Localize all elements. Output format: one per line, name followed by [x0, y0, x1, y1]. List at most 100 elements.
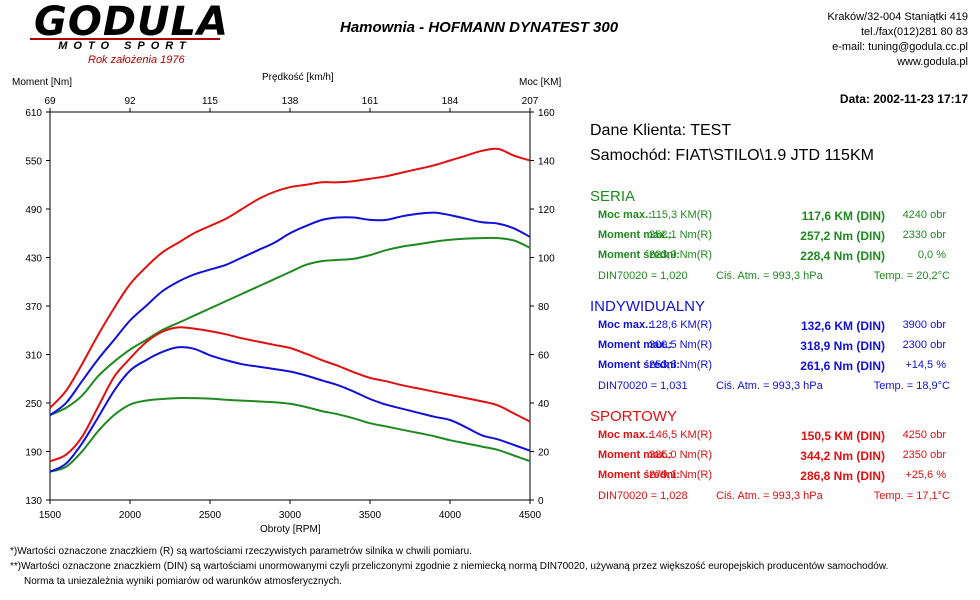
row-value-r: 279,1 Nm(R)	[649, 469, 712, 481]
row-rpm: +14,5 %	[905, 359, 946, 371]
right-tick-label: 120	[538, 205, 555, 216]
right-tick-label: 140	[538, 157, 555, 168]
right-axis-title: Moc [KM]	[519, 77, 562, 88]
x-axis-title: Obroty [RPM]	[260, 524, 321, 535]
footnote-din: **)Wartości oznaczone znaczkiem (DIN) są…	[10, 561, 889, 572]
logo-tagline: MOTO SPORT	[58, 40, 192, 52]
left-tick-label: 190	[25, 448, 42, 459]
left-tick-label: 250	[25, 399, 42, 410]
client-name: Dane Klienta: TEST	[590, 122, 732, 139]
seria-row-conditions: DIN70020 = 1,020 Ciś. Atm. = 993,3 hPa T…	[598, 270, 950, 288]
right-tick-label: 0	[538, 496, 544, 507]
top-tick-label: 207	[522, 96, 539, 107]
left-tick-label: 430	[25, 254, 42, 265]
sportowy-row-avg-torque: Moment średni: 279,1 Nm(R) 286,8 Nm (DIN…	[598, 469, 950, 487]
seria-row-avg-torque: Moment średni: 223,9 Nm(R) 228,4 Nm (DIN…	[598, 249, 950, 267]
row-value-din: 132,6 KM (DIN)	[800, 319, 885, 333]
x-tick-label: 2500	[199, 510, 222, 521]
row-label: Moment średni:	[598, 469, 680, 481]
top-tick-label: 69	[44, 96, 56, 107]
atm-pressure: Ciś. Atm. = 993,3 hPa	[716, 270, 823, 282]
row-rpm: 2330 obr	[902, 229, 946, 241]
seria-row-power: Moc max.: 115,3 KM(R) 117,6 KM (DIN) 424…	[598, 209, 950, 227]
contact-website: www.godula.pl	[897, 56, 968, 68]
right-tick-label: 20	[538, 448, 550, 459]
row-rpm: 0,0 %	[917, 249, 946, 261]
row-label: Moment średni:	[598, 249, 680, 261]
right-tick-label: 80	[538, 302, 550, 313]
row-value-r: 335,0 Nm(R)	[649, 449, 712, 461]
indywidualny-row-torque: Moment max.: 309,5 Nm(R) 318,9 Nm (DIN) …	[598, 339, 950, 357]
left-tick-label: 310	[25, 351, 42, 362]
x-tick-label: 2000	[119, 510, 142, 521]
row-value-r: 252,1 Nm(R)	[649, 229, 712, 241]
indywidualny-row-power: Moc max.: 128,6 KM(R) 132,6 KM (DIN) 390…	[598, 319, 950, 337]
left-tick-label: 370	[25, 302, 42, 313]
section-indywidualny-title: INDYWIDUALNY	[590, 298, 706, 315]
indywidualny-torque-curve	[49, 346, 531, 473]
row-rpm: 4250 obr	[902, 429, 946, 441]
row-value-din: 286,8 Nm (DIN)	[800, 469, 885, 483]
sportowy-torque-curve	[49, 326, 531, 463]
contact-phone: tel./fax(012)281 80 83	[860, 26, 968, 38]
left-tick-label: 490	[25, 205, 42, 216]
dyno-chart: 1500692000922500115300013835001614000184…	[25, 96, 555, 521]
top-tick-label: 161	[362, 96, 379, 107]
row-value-r: 128,6 KM(R)	[649, 319, 712, 331]
row-value-din: 344,2 Nm (DIN)	[800, 449, 885, 463]
left-tick-label: 550	[25, 157, 42, 168]
row-value-r: 146,5 KM(R)	[649, 429, 712, 441]
din-factor: DIN70020 = 1,028	[598, 490, 688, 502]
row-value-din: 228,4 Nm (DIN)	[800, 249, 885, 263]
row-rpm: 4240 obr	[902, 209, 946, 221]
row-label: Moc max.:	[598, 319, 652, 331]
temperature: Temp. = 18,9°C	[873, 380, 950, 392]
right-tick-label: 60	[538, 351, 550, 362]
contact-address: Kraków/32-004 Staniątki 419	[827, 11, 968, 23]
logo-underline	[30, 38, 220, 40]
left-tick-label: 130	[25, 496, 42, 507]
footnote-norm: Norma ta uniezależnia wyniki pomiarów od…	[24, 576, 342, 587]
logo-brand: GODULA	[34, 0, 229, 45]
row-label: Moment max.:	[598, 449, 672, 461]
indywidualny-power-curve	[49, 211, 531, 416]
din-factor: DIN70020 = 1,031	[598, 380, 688, 392]
temperature: Temp. = 20,2°C	[873, 270, 950, 282]
top-axis-title: Prędkość [km/h]	[262, 72, 334, 83]
sportowy-row-conditions: DIN70020 = 1,028 Ciś. Atm. = 993,3 hPa T…	[598, 490, 950, 508]
sportowy-row-torque: Moment max.: 335,0 Nm(R) 344,2 Nm (DIN) …	[598, 449, 950, 467]
row-value-din: 261,6 Nm (DIN)	[800, 359, 885, 373]
x-tick-label: 1500	[39, 510, 62, 521]
row-label: Moc max.:	[598, 429, 652, 441]
seria-row-torque: Moment max.: 252,1 Nm(R) 257,2 Nm (DIN) …	[598, 229, 950, 247]
right-tick-label: 40	[538, 399, 550, 410]
row-value-din: 150,5 KM (DIN)	[800, 429, 885, 443]
section-seria-title: SERIA	[590, 188, 636, 205]
left-axis-title: Moment [Nm]	[12, 77, 73, 88]
left-tick-label: 610	[25, 108, 42, 119]
row-label: Moment max.:	[598, 229, 672, 241]
row-label: Moment średni:	[598, 359, 680, 371]
indywidualny-row-avg-torque: Moment średni: 253,8 Nm(R) 261,6 Nm (DIN…	[598, 359, 950, 377]
right-tick-label: 100	[538, 254, 555, 265]
atm-pressure: Ciś. Atm. = 993,3 hPa	[716, 380, 823, 392]
page-title: Hamownia - HOFMANN DYNATEST 300	[340, 19, 619, 36]
seria-torque-curve	[49, 397, 531, 473]
x-tick-label: 3500	[359, 510, 382, 521]
client-car: Samochód: FIAT\STILO\1.9 JTD 115KM	[590, 147, 874, 164]
x-tick-label: 4500	[519, 510, 542, 521]
row-value-r: 115,3 KM(R)	[650, 209, 712, 221]
measurement-date: Data: 2002-11-23 17:17	[839, 92, 968, 106]
row-value-r: 309,5 Nm(R)	[649, 339, 712, 351]
right-tick-label: 160	[538, 108, 555, 119]
sportowy-row-power: Moc max.: 146,5 KM(R) 150,5 KM (DIN) 425…	[598, 429, 950, 447]
row-value-din: 257,2 Nm (DIN)	[800, 229, 885, 243]
row-value-din: 318,9 Nm (DIN)	[800, 339, 885, 353]
top-tick-label: 138	[282, 96, 299, 107]
atm-pressure: Ciś. Atm. = 993,3 hPa	[716, 490, 823, 502]
indywidualny-row-conditions: DIN70020 = 1,031 Ciś. Atm. = 993,3 hPa T…	[598, 380, 950, 398]
row-value-din: 117,6 KM (DIN)	[801, 209, 885, 223]
x-tick-label: 3000	[279, 510, 302, 521]
row-rpm: 2300 obr	[902, 339, 946, 351]
top-tick-label: 184	[442, 96, 459, 107]
